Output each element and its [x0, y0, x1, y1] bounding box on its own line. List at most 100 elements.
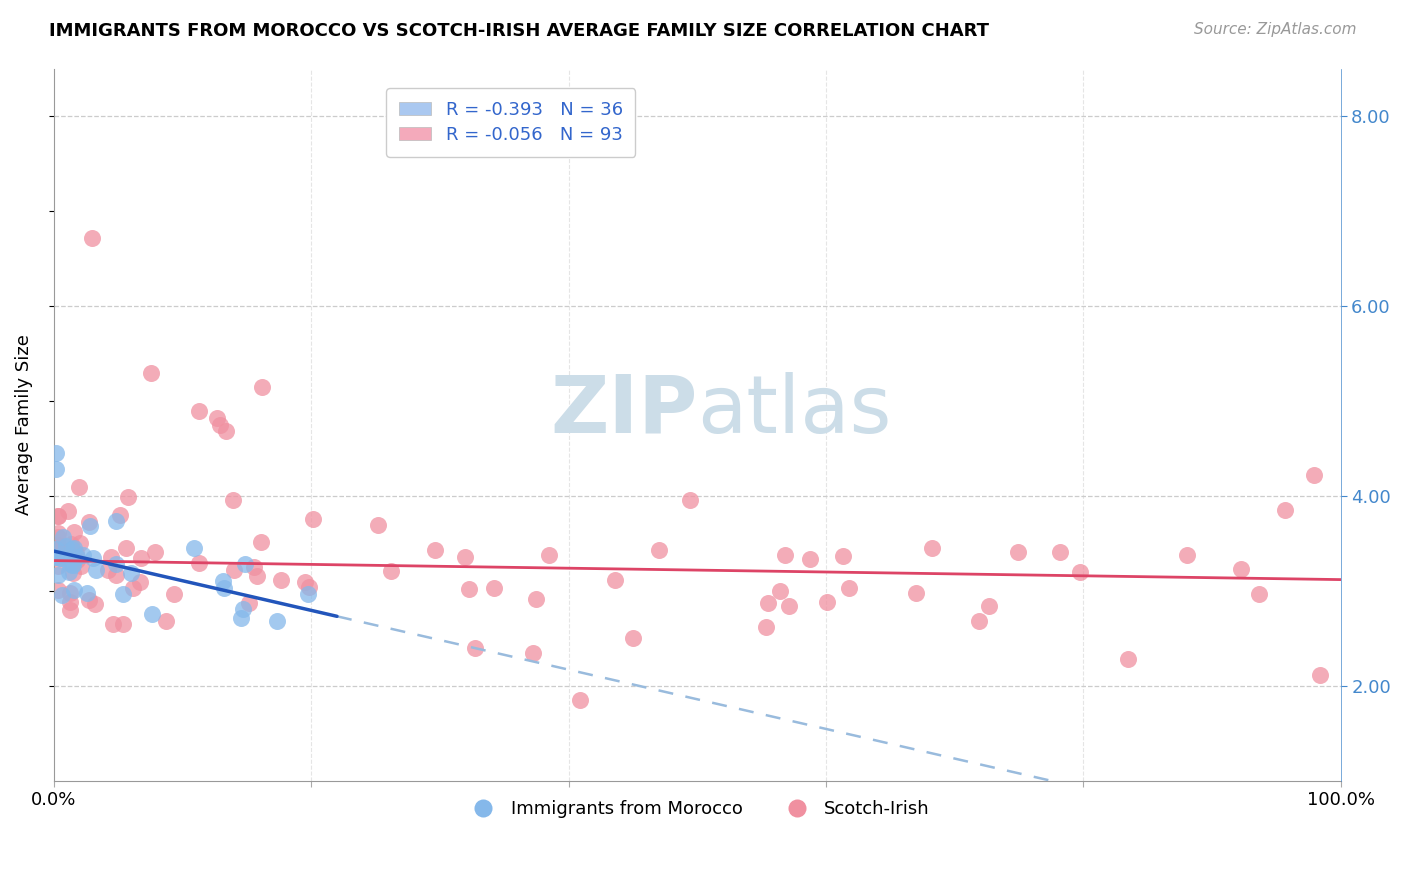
Point [58, 565, 80, 579]
Point [233, 557, 256, 571]
Point [45, 462, 67, 476]
Point [482, 581, 505, 595]
Point [207, 411, 229, 425]
Text: Source: ZipAtlas.com: Source: ZipAtlas.com [1194, 22, 1357, 37]
Point [58, 556, 80, 570]
Point [250, 380, 273, 394]
Point [238, 596, 260, 610]
Point [77, 593, 100, 607]
Point [46, 508, 69, 523]
Text: ZIP: ZIP [550, 371, 697, 450]
Point [111, 616, 134, 631]
Point [423, 542, 446, 557]
Point [45, 446, 67, 460]
Point [46, 541, 69, 556]
Point [212, 582, 235, 596]
Point [120, 566, 142, 580]
Point [1069, 565, 1091, 579]
Point [63, 524, 86, 539]
Point [55, 539, 77, 553]
Point [266, 614, 288, 628]
Point [80, 230, 103, 244]
Point [122, 581, 145, 595]
Point [66, 550, 89, 565]
Point [1247, 587, 1270, 601]
Point [621, 632, 644, 646]
Point [224, 563, 246, 577]
Point [454, 550, 477, 565]
Point [208, 417, 231, 432]
Point [155, 614, 177, 628]
Point [678, 492, 700, 507]
Point [1303, 468, 1326, 483]
Point [232, 602, 254, 616]
Point [62, 582, 84, 597]
Point [1007, 545, 1029, 559]
Point [97, 564, 120, 578]
Point [67, 480, 90, 494]
Point [104, 568, 127, 582]
Point [297, 587, 319, 601]
Point [84, 597, 107, 611]
Text: atlas: atlas [697, 371, 891, 450]
Point [46, 508, 69, 523]
Point [52, 530, 75, 544]
Point [139, 366, 162, 380]
Point [301, 512, 323, 526]
Point [76, 585, 98, 599]
Point [755, 620, 778, 634]
Point [603, 573, 626, 587]
Point [111, 587, 134, 601]
Point [163, 587, 186, 601]
Point [569, 693, 592, 707]
Point [773, 549, 796, 563]
Point [143, 544, 166, 558]
Point [62, 566, 84, 581]
Point [464, 640, 486, 655]
Point [815, 595, 838, 609]
Point [367, 517, 389, 532]
Point [756, 596, 779, 610]
Point [45, 542, 67, 557]
Point [1175, 548, 1198, 562]
Point [104, 557, 127, 571]
Point [104, 514, 127, 528]
Point [246, 569, 269, 583]
Point [229, 610, 252, 624]
Point [648, 543, 671, 558]
Point [46, 559, 69, 574]
Point [977, 599, 1000, 613]
Point [103, 617, 125, 632]
Point [905, 585, 928, 599]
Point [59, 603, 82, 617]
Point [79, 515, 101, 529]
Point [58, 595, 80, 609]
Point [46, 583, 69, 598]
Point [59, 537, 82, 551]
Point [70, 558, 93, 573]
Point [46, 567, 69, 582]
Point [115, 541, 138, 555]
Point [49, 551, 72, 566]
Point [778, 599, 800, 613]
Point [65, 553, 87, 567]
Point [832, 549, 855, 563]
Point [1049, 544, 1071, 558]
Point [1274, 503, 1296, 517]
Point [249, 534, 271, 549]
Point [65, 546, 87, 560]
Point [69, 536, 91, 550]
Text: IMMIGRANTS FROM MOROCCO VS SCOTCH-IRISH AVERAGE FAMILY SIZE CORRELATION CHART: IMMIGRANTS FROM MOROCCO VS SCOTCH-IRISH … [49, 22, 990, 40]
Point [100, 549, 122, 564]
Point [1230, 562, 1253, 576]
Point [183, 541, 205, 556]
Point [188, 403, 211, 417]
Point [46, 538, 69, 552]
Point [60, 558, 83, 572]
Point [1309, 667, 1331, 681]
Y-axis label: Average Family Size: Average Family Size [15, 334, 32, 516]
Point [769, 583, 792, 598]
Legend: Immigrants from Morocco, Scotch-Irish: Immigrants from Morocco, Scotch-Irish [458, 793, 936, 825]
Point [838, 581, 860, 595]
Point [187, 556, 209, 570]
